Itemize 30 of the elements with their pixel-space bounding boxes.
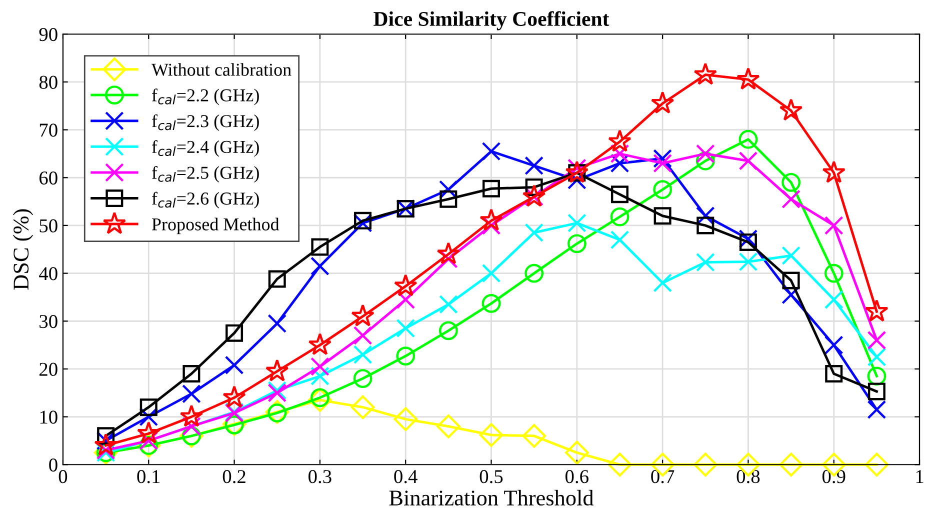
y-tick-label: 0	[49, 458, 58, 472]
legend-label: Without calibration	[151, 63, 292, 76]
x-tick-label: 1	[916, 470, 924, 483]
y-tick-label: 40	[39, 267, 58, 280]
y-tick-label: 30	[40, 314, 58, 328]
legend-label: f$_{cal}$=2.2 (GHz)	[152, 88, 259, 106]
x-tick-label: 0.9	[822, 470, 846, 484]
y-tick-label: 90	[39, 28, 58, 42]
y-axis-title: DSC (%)	[12, 209, 34, 290]
x-tick-label: 0.5	[480, 470, 503, 484]
x-tick-label: 0.2	[222, 470, 246, 484]
legend-label: f$_{cal}$=2.6 (GHz)	[152, 192, 259, 208]
x-axis-title: Binarization Threshold	[389, 490, 594, 506]
y-tick-label: 50	[40, 219, 58, 232]
legend-label: f$_{cal}$=2.4 (GHz)	[152, 140, 259, 157]
y-tick-label: 20	[40, 362, 58, 376]
x-tick-label: 0.4	[394, 470, 418, 484]
y-tick-label: 10	[40, 410, 58, 424]
x-tick-label: 0.8	[736, 470, 760, 484]
y-tick-label: 80	[39, 76, 58, 89]
y-tick-label: 70	[40, 124, 58, 137]
chart-title: Dice Similarity Coefficient	[374, 11, 610, 30]
x-tick-label: 0.1	[137, 470, 160, 484]
y-tick-label: 60	[40, 171, 58, 185]
legend-label: f$_{cal}$=2.5 (GHz)	[152, 166, 259, 183]
legend-label: Proposed Method	[152, 218, 280, 234]
x-tick-label: 0.6	[565, 470, 588, 484]
x-tick-label: 0.3	[308, 470, 332, 484]
legend-label: f$_{cal}$=2.3 (GHz)	[152, 114, 259, 131]
x-tick-label: 0	[58, 470, 68, 484]
